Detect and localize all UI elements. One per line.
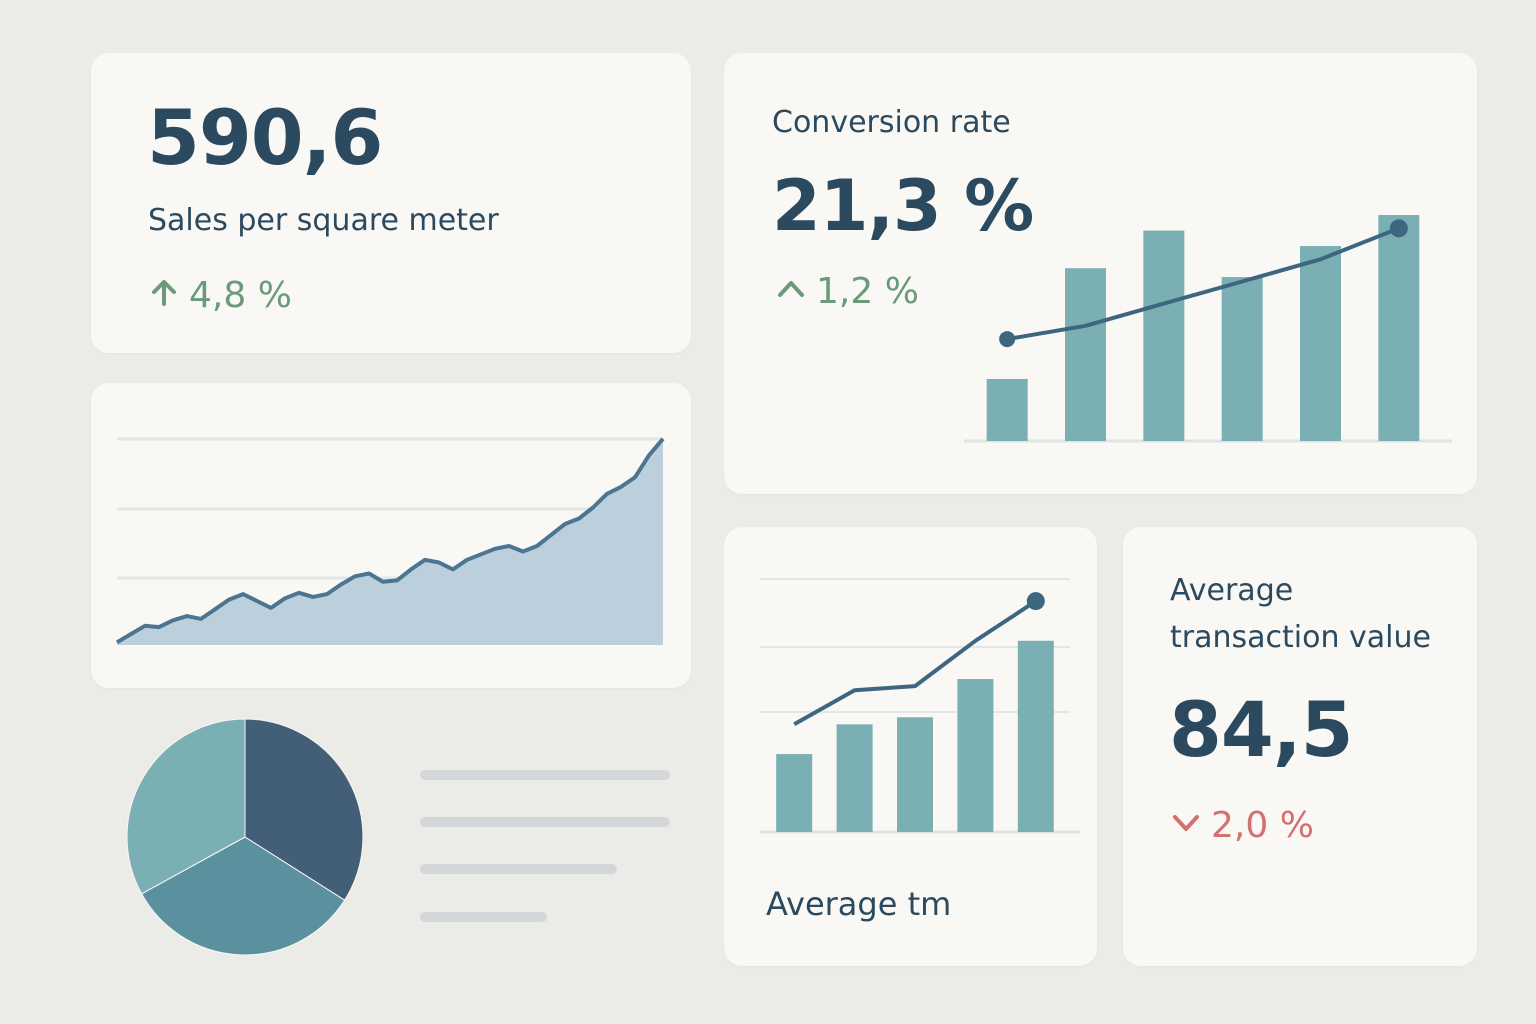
- legend-placeholder-line: [420, 912, 547, 922]
- conversion-label: Conversion rate: [772, 105, 1011, 140]
- line-point: [1389, 219, 1408, 238]
- line-point: [999, 331, 1016, 348]
- area-fill: [117, 438, 663, 645]
- bar: [836, 724, 873, 832]
- bar: [1300, 246, 1341, 441]
- sales-change: 4,8 %: [149, 275, 292, 316]
- conversion-value: 21,3 %: [772, 165, 1034, 247]
- bar: [1065, 268, 1106, 441]
- sales-trend-chart: [115, 437, 665, 645]
- bar: [897, 717, 933, 832]
- atv-change-value: 2,0 %: [1211, 805, 1314, 846]
- conversion-change: 1,2 %: [776, 271, 919, 312]
- conversion-chart: [964, 215, 1452, 443]
- atv-value: 84,5: [1169, 685, 1354, 774]
- conversion-change-value: 1,2 %: [816, 271, 919, 312]
- line-point: [1026, 592, 1045, 611]
- sales-change-value: 4,8 %: [189, 275, 292, 316]
- pie-slice: [244, 718, 364, 901]
- conversion-card: Conversion rate 21,3 % 1,2 %: [724, 53, 1477, 494]
- atv-change: 2,0 %: [1171, 805, 1314, 846]
- pie-slice: [126, 718, 246, 895]
- bar: [1143, 230, 1185, 441]
- average-tm-chart: [760, 578, 1080, 834]
- bar: [776, 754, 813, 832]
- bar: [986, 378, 1028, 441]
- chevron-down-icon: [1171, 805, 1201, 846]
- atv-label-line1: Average: [1170, 573, 1294, 608]
- legend-placeholder-line: [420, 770, 670, 780]
- sales-trend-card: [91, 383, 691, 688]
- sales-label: Sales per square meter: [148, 203, 499, 238]
- average-tm-label: Average tm: [766, 885, 952, 923]
- sales-card: 590,6 Sales per square meter 4,8 %: [91, 53, 691, 353]
- chevron-up-icon: [776, 271, 806, 312]
- pie-chart: [126, 718, 364, 956]
- atv-label-line2: transaction value: [1170, 620, 1431, 655]
- series-line: [115, 437, 665, 645]
- legend-placeholder-line: [420, 864, 617, 874]
- bar: [1221, 277, 1263, 441]
- bar: [957, 679, 994, 832]
- legend-placeholder-line: [420, 817, 670, 827]
- trend-line: [1006, 226, 1400, 342]
- average-tm-card: Average tm: [724, 527, 1097, 966]
- atv-card: Average transaction value 84,5 2,0 %: [1123, 527, 1477, 966]
- bar: [1017, 640, 1054, 832]
- trend-line: [793, 599, 1037, 727]
- sales-value: 590,6: [147, 93, 383, 182]
- bar: [1378, 215, 1420, 441]
- arrow-up-icon: [149, 275, 179, 316]
